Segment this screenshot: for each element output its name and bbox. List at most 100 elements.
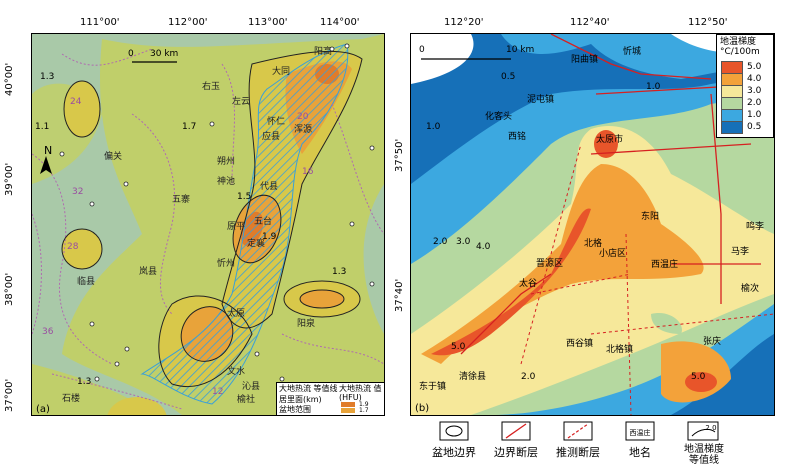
iso-label: 1.3 xyxy=(332,267,346,277)
place-label: 东阳 xyxy=(641,210,659,222)
iso-label: 1.5 xyxy=(237,192,251,202)
depth-label: 28 xyxy=(67,242,79,252)
gradient-swatch-label: 3.0 xyxy=(747,86,762,96)
iso-label: 1.3 xyxy=(77,377,91,387)
place-label: 应县 xyxy=(262,130,280,142)
panel-b-label: (b) xyxy=(415,403,429,414)
legend-inferred-fault: 推测断层 xyxy=(556,446,600,459)
place-label: 右玉 xyxy=(202,80,220,92)
place-label: 怀仁 xyxy=(267,115,285,127)
gradient-map-panel: 0.5 2.0 3.0 4.0 5.0 1.0 5.0 2.0 1.0 阳曲镇 … xyxy=(410,33,775,416)
legend-basin-boundary: 盆地边界 xyxy=(432,446,476,459)
depth-label: 32 xyxy=(72,187,83,197)
heatflow-map-panel: 1.3 1.7 1.5 1.1 1.9 1.3 1.3 24 28 32 36 … xyxy=(31,33,385,416)
lat-tick-a-4: 37°00' xyxy=(4,378,15,412)
lat-tick-a-1: 40°00' xyxy=(4,62,15,96)
place-label: 代县 xyxy=(260,181,278,192)
lon-tick-b-2: 112°40' xyxy=(570,17,610,28)
legend-boundary-fault: 边界断层 xyxy=(494,446,538,459)
place-label: 清徐县 xyxy=(459,370,486,382)
lon-tick-a-3: 113°00' xyxy=(248,17,288,28)
scale-zero: 0 xyxy=(419,45,425,55)
lon-tick-b-3: 112°50' xyxy=(688,17,728,28)
lat-tick-b-1: 37°50' xyxy=(394,138,405,172)
gradient-label: 5.0 xyxy=(451,342,466,352)
depth-label: 36 xyxy=(42,327,54,337)
gradient-label: 1.0 xyxy=(426,122,441,132)
lon-tick-b-1: 112°20' xyxy=(444,17,484,28)
heatflow-swatch-label: 1.9 xyxy=(359,401,369,408)
place-label: 阳曲镇 xyxy=(571,53,598,65)
place-label: 东于镇 xyxy=(419,380,446,392)
gradient-swatch-label: 0.5 xyxy=(747,122,762,132)
place-label: 沁县 xyxy=(242,381,260,392)
place-label: 马李 xyxy=(731,245,749,257)
gradient-swatch-label: 5.0 xyxy=(747,62,762,72)
iso-label: 1.7 xyxy=(182,122,196,132)
place-label: 五台 xyxy=(254,215,272,227)
legend-depth-line: 居里面(km) xyxy=(279,395,322,404)
legend-gradient-line: 地温梯度 等值线 xyxy=(684,444,724,466)
gradient-label: 0.5 xyxy=(501,72,515,82)
lon-tick-a-4: 114°00' xyxy=(320,17,360,28)
lon-tick-a-2: 112°00' xyxy=(168,17,208,28)
place-label: 北格 xyxy=(584,237,602,249)
panel-a-label: (a) xyxy=(36,404,50,415)
gradient-swatch-label: 2.0 xyxy=(747,98,762,108)
place-label: 张庆 xyxy=(703,335,721,347)
place-label: 化客头 xyxy=(485,110,512,122)
place-label: 忻州 xyxy=(217,257,235,269)
heatflow-swatch-label: 1.7 xyxy=(359,407,369,414)
place-label: 太原 xyxy=(227,307,245,319)
iso-label: 1.1 xyxy=(35,122,49,132)
place-label: 岚县 xyxy=(139,266,157,277)
gradient-swatch xyxy=(721,121,743,134)
gradient-swatch-label: 4.0 xyxy=(747,74,762,84)
depth-label: 24 xyxy=(70,97,82,107)
gradient-label: 3.0 xyxy=(456,237,471,247)
place-label: 北格镇 xyxy=(606,343,633,355)
place-label: 鸣李 xyxy=(746,220,764,232)
lat-tick-a-3: 38°00' xyxy=(4,272,15,306)
gradient-legend: 地温梯度 °C/100m 5.0 4.0 3.0 2.0 1.0 0.5 xyxy=(716,34,774,138)
place-label: 文水 xyxy=(227,365,245,377)
north-arrow-icon xyxy=(40,156,52,174)
iso-label: 1.3 xyxy=(40,72,54,82)
place-label: 榆社 xyxy=(237,393,255,405)
gradient-label: 2.0 xyxy=(433,237,448,247)
lat-tick-b-2: 37°40' xyxy=(394,278,405,312)
place-label: 忻城 xyxy=(623,45,641,57)
place-label: 朔州 xyxy=(217,155,235,167)
place-label: 偏关 xyxy=(104,150,122,162)
gradient-label: 4.0 xyxy=(476,242,491,252)
heatflow-legend: 大地热流 等值线 居里面(km) 盆地范围 大地热流 值(HFU) 1.9 1.7 xyxy=(276,382,385,416)
place-label: 阳高 xyxy=(314,45,332,57)
gradient-label: 1.0 xyxy=(646,82,661,92)
place-label: 西温庄 xyxy=(651,258,678,270)
place-label: 泥屯镇 xyxy=(527,93,554,105)
legend-place-sample: 西温庄 xyxy=(629,429,651,437)
gradient-legend-title: 地温梯度 °C/100m xyxy=(720,37,760,57)
heatflow-swatch xyxy=(341,402,355,407)
depth-label: 16 xyxy=(302,167,314,177)
place-label: 西谷镇 xyxy=(566,337,593,349)
place-label: 石楼 xyxy=(62,392,80,404)
legend-heatflow-line: 大地热流 等值线 xyxy=(279,384,338,393)
place-label: 太谷 xyxy=(519,277,537,289)
place-label: 原平 xyxy=(227,221,245,232)
place-label: 小店区 xyxy=(599,247,626,259)
scale-zero: 0 xyxy=(128,49,134,59)
lat-tick-a-2: 39°00' xyxy=(4,162,15,196)
place-label: 晋源区 xyxy=(536,258,563,269)
place-label: 浑源 xyxy=(294,124,312,135)
legend-place-name: 地名 xyxy=(629,446,651,459)
place-label: 太原市 xyxy=(596,133,623,145)
place-label: 五寨 xyxy=(172,193,190,205)
place-label: 榆次 xyxy=(741,282,759,294)
iso-label: 1.9 xyxy=(262,232,277,242)
north-label: N xyxy=(44,144,52,157)
gradient-map: 0.5 2.0 3.0 4.0 5.0 1.0 5.0 2.0 1.0 阳曲镇 … xyxy=(411,34,774,415)
heatflow-swatch xyxy=(341,408,355,413)
scale-dist: 30 km xyxy=(150,49,178,59)
place-label: 神池 xyxy=(217,175,235,187)
